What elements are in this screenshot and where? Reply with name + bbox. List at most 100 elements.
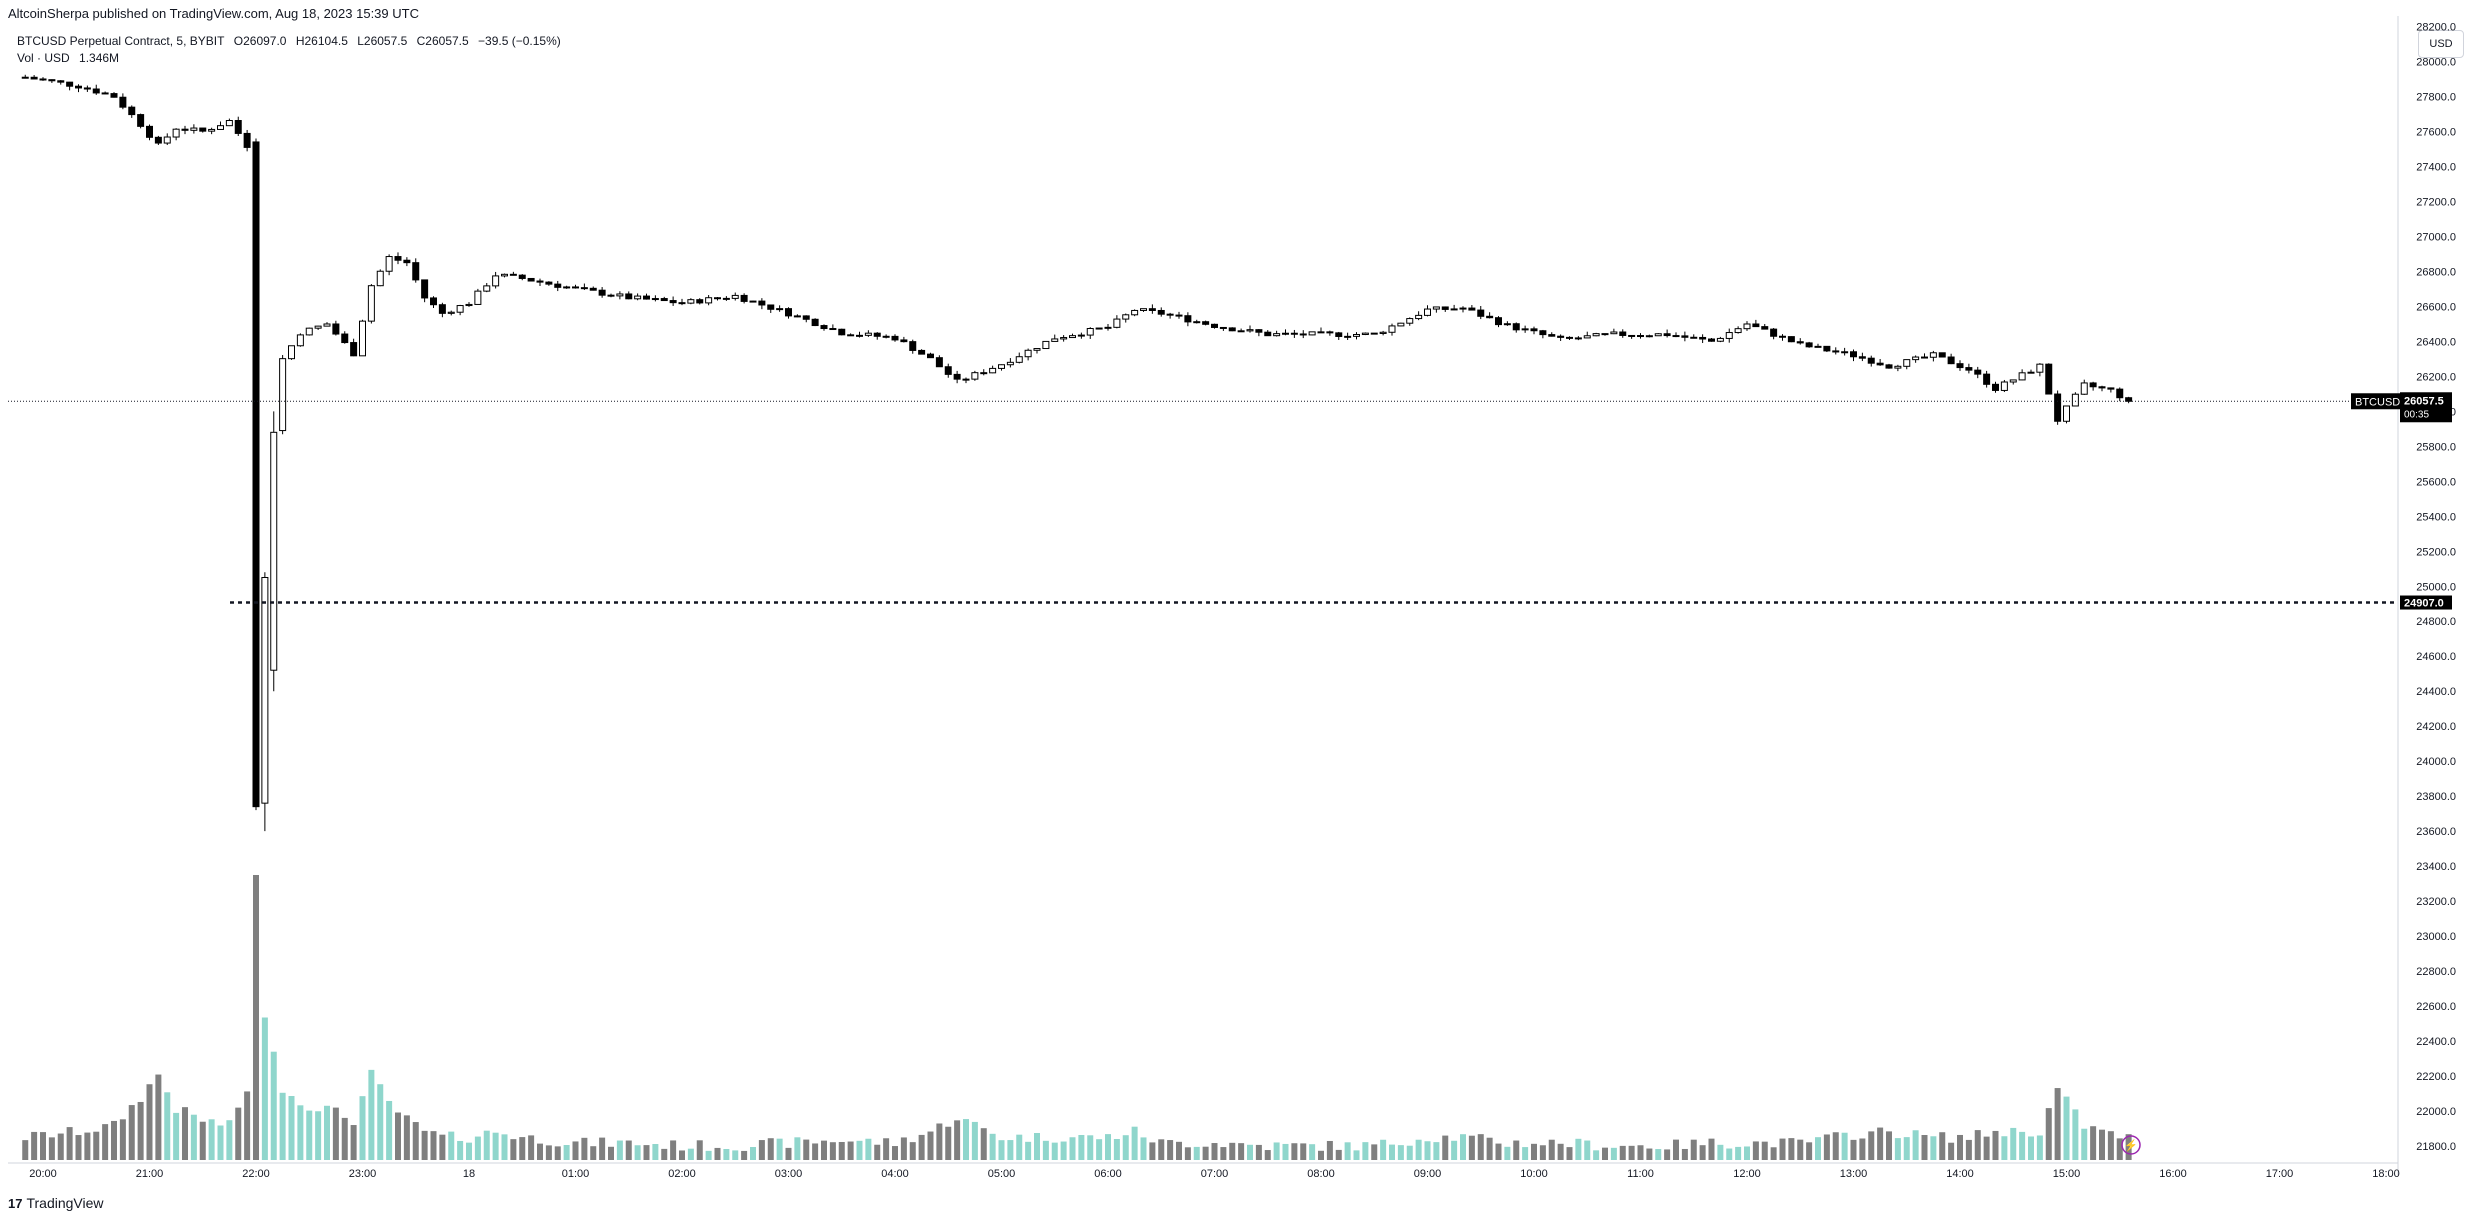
volume-bar xyxy=(1850,1139,1857,1160)
volume-bar xyxy=(803,1139,810,1160)
volume-bar xyxy=(670,1140,677,1160)
time-axis[interactable]: 20:00 21:00 22:00 23:00 18 01:00 02:00 03:00 04:… xyxy=(29,1168,2400,1180)
volume-bar xyxy=(954,1120,961,1160)
close-value: C26057.5 xyxy=(416,34,469,48)
volume-bar xyxy=(1193,1146,1200,1160)
candle-body xyxy=(1024,349,1032,358)
candle-body xyxy=(643,295,650,300)
candle-body xyxy=(1069,335,1076,339)
volume-bar xyxy=(998,1140,1005,1160)
symbol-name[interactable]: BTCUSD Perpetual Contract, 5, BYBIT xyxy=(17,34,225,48)
footer-brand[interactable]: 17 TradingView xyxy=(8,1195,104,1211)
volume-bar xyxy=(1894,1138,1901,1160)
volume-bar xyxy=(1965,1139,1972,1160)
candle-body xyxy=(21,76,29,79)
candle-body xyxy=(1468,307,1476,311)
last-price-tag: BTCUSD.P 26057.5 00:35 xyxy=(2351,392,2452,423)
volume-bar xyxy=(1460,1134,1466,1160)
candle-body xyxy=(607,294,615,297)
volume-bar xyxy=(421,1130,428,1160)
candle-body xyxy=(119,96,127,108)
time-tick-label: 08:00 xyxy=(1307,1168,1335,1180)
candle-body xyxy=(154,136,162,144)
candle-body xyxy=(1708,338,1715,342)
candle-body xyxy=(1832,350,1840,353)
volume-bar xyxy=(244,1091,251,1160)
volume-bar xyxy=(1415,1139,1422,1160)
candle-body xyxy=(1548,334,1556,337)
price-tick-label: 27400.0 xyxy=(2416,161,2456,173)
price-axis[interactable]: 28200.0 28000.0 27800.0 27600.0 27400.0 27200… xyxy=(2416,21,2456,1153)
volume-bar xyxy=(1903,1137,1910,1160)
candle-body xyxy=(989,367,997,374)
volume-bar xyxy=(892,1146,898,1160)
candle-body xyxy=(1113,318,1121,328)
volume-bar xyxy=(936,1123,943,1160)
volume-bar xyxy=(785,1147,792,1160)
price-tick-label: 25200.0 xyxy=(2416,546,2456,558)
volume-bar xyxy=(643,1145,650,1160)
candle-body xyxy=(1521,328,1529,331)
candle-body xyxy=(234,120,242,134)
volume-bar xyxy=(1353,1150,1360,1160)
volume-bar xyxy=(1868,1131,1875,1160)
volume-bar xyxy=(1983,1136,1990,1160)
candle-body xyxy=(785,308,792,317)
candle-body xyxy=(421,279,429,299)
volume-bar xyxy=(1815,1137,1821,1160)
volume-bar xyxy=(537,1143,543,1160)
candle-body xyxy=(1450,308,1458,311)
volume-bar xyxy=(66,1127,73,1160)
candle-body xyxy=(1060,337,1068,340)
candle-body xyxy=(66,81,74,87)
volume-bar xyxy=(2036,1135,2043,1160)
volume-bar xyxy=(847,1141,854,1160)
candle-body xyxy=(1015,356,1023,363)
change-value: −39.5 (−0.15%) xyxy=(478,34,561,48)
volume-bar xyxy=(1291,1143,1298,1160)
time-tick-label: 09:00 xyxy=(1414,1168,1442,1180)
candle-body xyxy=(1912,356,1920,361)
volume-bar xyxy=(1539,1145,1546,1160)
price-tick-label: 26200.0 xyxy=(2416,371,2456,383)
candle-body xyxy=(270,431,278,671)
candle-body xyxy=(75,85,82,89)
time-tick-label: 02:00 xyxy=(668,1168,696,1180)
time-tick-label: 12:00 xyxy=(1733,1168,1761,1180)
candle-body xyxy=(1725,332,1733,339)
volume-bar xyxy=(350,1125,357,1160)
time-tick-label: 20:00 xyxy=(29,1168,57,1180)
candle-body xyxy=(385,256,393,272)
candle-body xyxy=(1193,321,1201,324)
volume-bar xyxy=(1877,1127,1884,1160)
volume-bar xyxy=(838,1141,845,1160)
candle-body xyxy=(669,300,677,304)
candle-body xyxy=(1947,356,1955,365)
currency-button[interactable]: USD xyxy=(2418,30,2464,58)
volume-bar xyxy=(528,1135,535,1160)
volume-bar xyxy=(572,1141,579,1160)
candle-body xyxy=(1122,314,1130,320)
candle-body xyxy=(1876,362,1884,366)
candle-body xyxy=(1539,330,1547,336)
flash-icon[interactable]: ⚡ xyxy=(2121,1135,2141,1155)
candle-body xyxy=(1654,333,1662,337)
volume-bar xyxy=(1646,1148,1653,1160)
volume-bar xyxy=(439,1134,446,1160)
volume-bar xyxy=(1593,1150,1600,1160)
volume-label[interactable]: Vol · USD xyxy=(17,51,70,65)
volume-value: 1.346M xyxy=(79,51,120,65)
candle-body xyxy=(279,358,287,432)
candle-body xyxy=(1885,364,1893,369)
volume-bar xyxy=(545,1145,552,1160)
candle-body xyxy=(57,80,65,83)
candle-body xyxy=(2107,387,2115,390)
volume-bar xyxy=(1016,1134,1023,1160)
volume-bar xyxy=(1673,1139,1679,1160)
volume-bar xyxy=(2072,1109,2079,1160)
candle-body xyxy=(2098,386,2106,389)
low-value: L26057.5 xyxy=(357,34,408,48)
volume-bar xyxy=(2010,1127,2017,1160)
candle-body xyxy=(1086,328,1094,336)
